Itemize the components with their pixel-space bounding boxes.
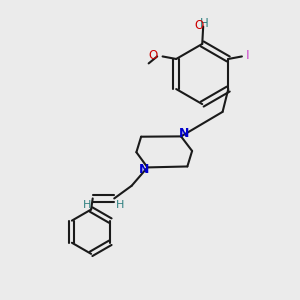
Text: H: H xyxy=(116,200,124,210)
Text: I: I xyxy=(245,49,249,62)
Text: O: O xyxy=(148,49,157,62)
Text: H: H xyxy=(200,17,208,31)
Text: N: N xyxy=(139,164,149,176)
Text: N: N xyxy=(179,127,189,140)
Text: H: H xyxy=(83,200,91,210)
Text: O: O xyxy=(195,19,204,32)
